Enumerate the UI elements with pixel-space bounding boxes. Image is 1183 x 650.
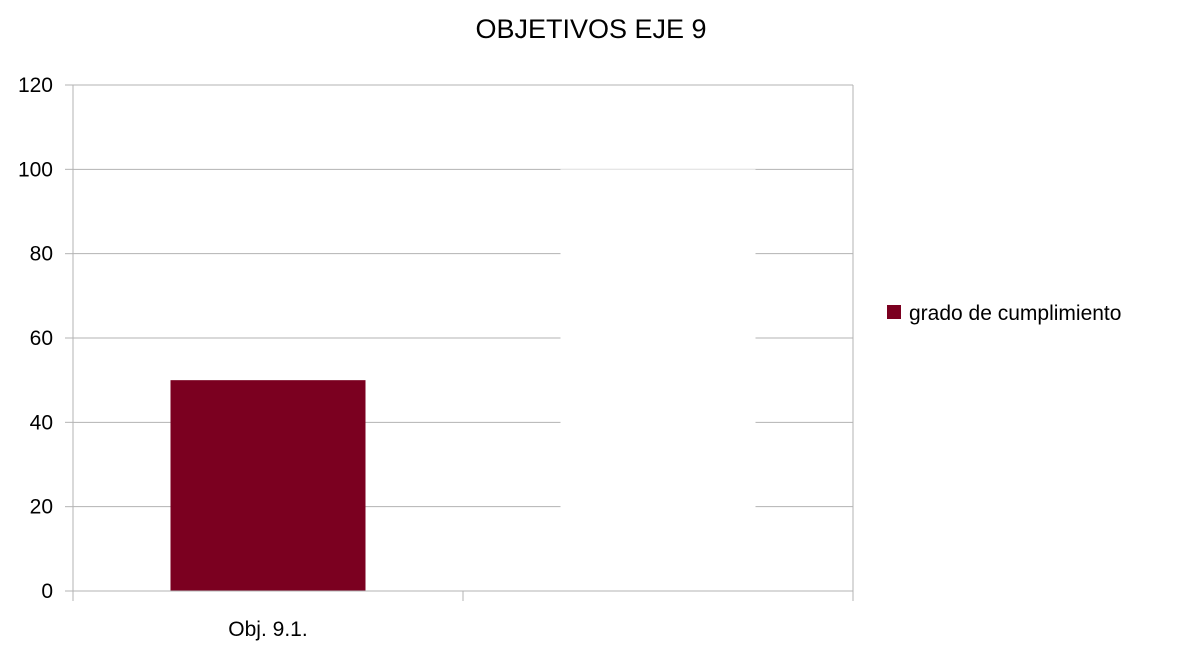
legend: grado de cumplimiento [887, 302, 1121, 325]
x-tick-labels: Obj. 9.1. [228, 618, 307, 641]
y-tick-label: 80 [30, 243, 53, 266]
bar [170, 380, 366, 591]
legend-label: grado de cumplimiento [909, 302, 1121, 325]
bar [560, 169, 756, 592]
y-tick-label: 120 [18, 74, 53, 97]
chart-title: OBJETIVOS EJE 9 [475, 14, 706, 44]
y-tick-label: 100 [18, 158, 53, 181]
bars [170, 169, 756, 592]
x-tick-label: Obj. 9.1. [228, 618, 307, 641]
y-tick-label: 40 [30, 411, 53, 434]
axes [65, 84, 854, 601]
legend-swatch [887, 305, 901, 319]
y-tick-label: 60 [30, 327, 53, 350]
y-tick-label: 20 [30, 496, 53, 519]
y-tick-labels: 0 20 40 60 80 100 120 [18, 74, 53, 603]
y-tick-label: 0 [41, 580, 53, 603]
